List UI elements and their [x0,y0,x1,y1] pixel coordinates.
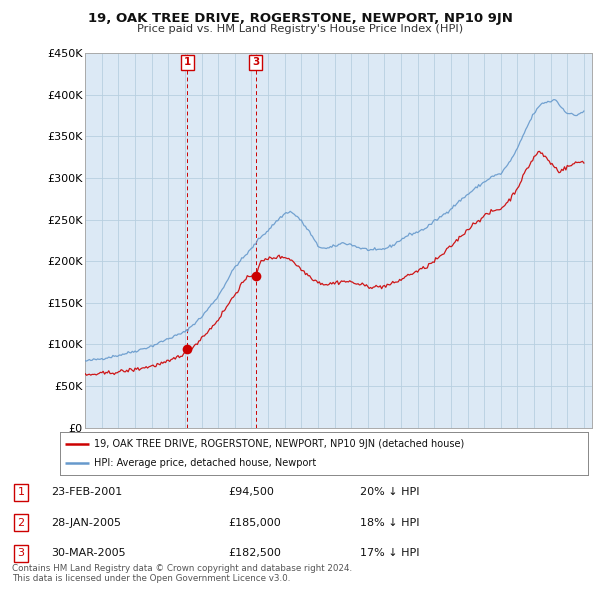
Text: 19, OAK TREE DRIVE, ROGERSTONE, NEWPORT, NP10 9JN: 19, OAK TREE DRIVE, ROGERSTONE, NEWPORT,… [88,12,512,25]
Text: 3: 3 [17,549,25,558]
Text: 1: 1 [17,487,25,497]
Text: 2: 2 [17,518,25,527]
Text: 1: 1 [184,57,191,67]
Text: £185,000: £185,000 [228,518,281,527]
Text: Contains HM Land Registry data © Crown copyright and database right 2024.
This d: Contains HM Land Registry data © Crown c… [12,563,352,583]
Text: Price paid vs. HM Land Registry's House Price Index (HPI): Price paid vs. HM Land Registry's House … [137,24,463,34]
Text: 17% ↓ HPI: 17% ↓ HPI [360,549,419,558]
Text: 19, OAK TREE DRIVE, ROGERSTONE, NEWPORT, NP10 9JN (detached house): 19, OAK TREE DRIVE, ROGERSTONE, NEWPORT,… [94,439,464,449]
Text: 30-MAR-2005: 30-MAR-2005 [51,549,125,558]
Text: £94,500: £94,500 [228,487,274,497]
Text: 18% ↓ HPI: 18% ↓ HPI [360,518,419,527]
Text: 3: 3 [252,57,259,67]
Text: 20% ↓ HPI: 20% ↓ HPI [360,487,419,497]
Text: 23-FEB-2001: 23-FEB-2001 [51,487,122,497]
Text: 28-JAN-2005: 28-JAN-2005 [51,518,121,527]
Text: HPI: Average price, detached house, Newport: HPI: Average price, detached house, Newp… [94,458,317,468]
Text: £182,500: £182,500 [228,549,281,558]
